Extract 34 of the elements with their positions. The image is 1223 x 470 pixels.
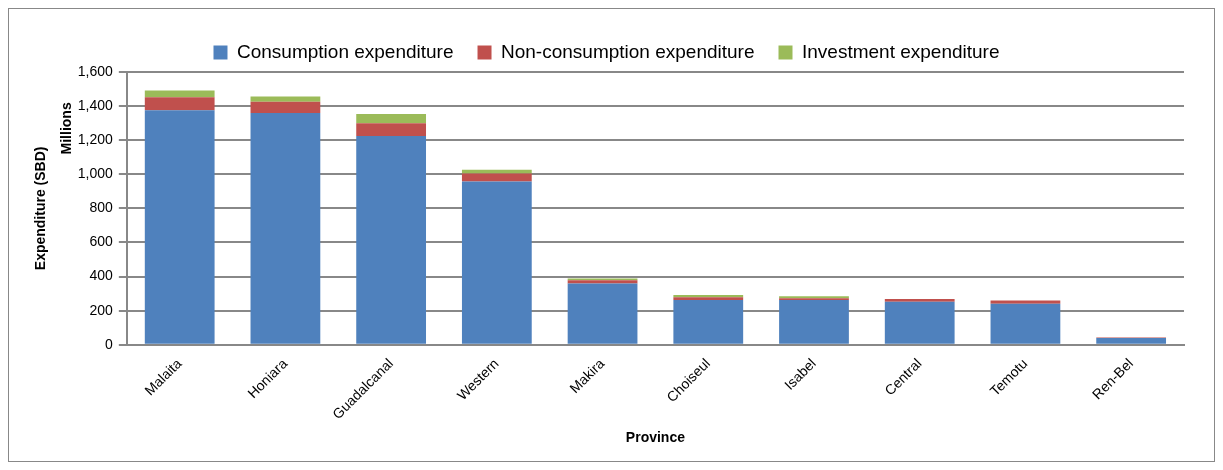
bar	[250, 113, 321, 344]
x-axis-title: Province	[625, 429, 686, 446]
bar	[461, 181, 532, 344]
bar	[567, 283, 638, 344]
y-tick-label: 1,600	[77, 62, 114, 79]
bar	[144, 97, 215, 111]
bar	[356, 114, 427, 124]
bar	[990, 303, 1061, 344]
y-tick-label: 0	[105, 335, 114, 352]
y-tick-label: 200	[89, 301, 114, 318]
y-tick-label: 400	[89, 267, 114, 284]
y-tick-label: 1,400	[77, 96, 114, 113]
y-axis-title: Expenditure (SBD)	[32, 146, 49, 271]
legend-label: Non-consumption expenditure	[501, 40, 755, 62]
bar	[250, 96, 321, 102]
bar	[461, 173, 532, 182]
bar	[250, 101, 321, 114]
bar	[144, 110, 215, 344]
bar	[990, 300, 1061, 304]
y-tick-label: 1,000	[77, 165, 114, 182]
bar	[356, 136, 427, 344]
bar	[779, 300, 849, 344]
y-tick-label: 600	[89, 233, 114, 250]
bar	[673, 300, 744, 344]
bar	[1096, 337, 1167, 344]
bar	[884, 301, 955, 344]
legend-label: Consumption expenditure	[236, 40, 454, 62]
legend-label: Investment expenditure	[802, 40, 1000, 62]
bar	[884, 299, 955, 302]
bar	[356, 123, 427, 137]
y-tick-label: 1,200	[77, 131, 114, 148]
bar	[144, 90, 215, 98]
text: Millions	[57, 102, 74, 155]
y-tick-label: 800	[89, 199, 114, 216]
